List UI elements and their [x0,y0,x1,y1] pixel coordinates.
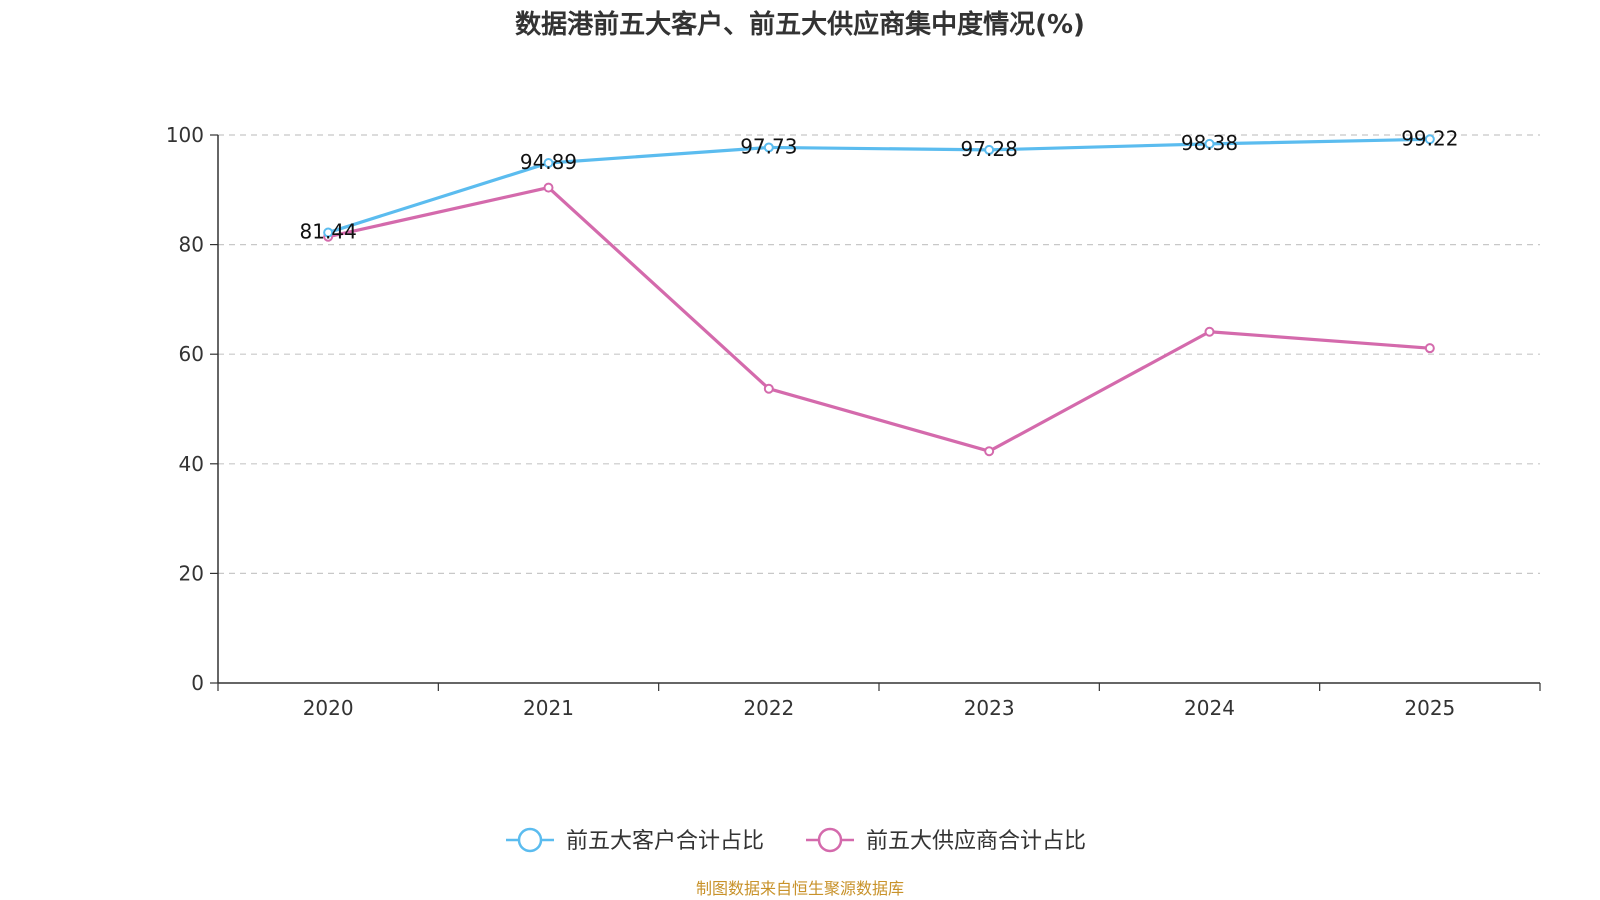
y-tick-label: 60 [179,342,204,366]
data-point-s0-2024 [1204,138,1215,149]
x-tick-label-2022: 2022 [743,696,794,720]
data-label-s0-2025: 99.22 [1401,126,1458,150]
data-label-s0-2024: 98.38 [1181,131,1238,155]
data-point-s1-2022 [763,383,774,394]
grid-lines [218,134,1540,575]
axes: 0 20 40 60 80 100 2020 2021 2022 2023 2024 2025 [166,123,1541,720]
data-point-s1-2025 [1424,343,1435,354]
legend-marker-0 [517,827,543,853]
series-line-0 [327,137,1430,235]
data-point-s0-2020 [323,227,334,238]
data-point-s0-2025 [1424,134,1435,145]
data-point-s0-2023 [984,144,995,155]
data-point-s1-2021 [543,182,554,193]
y-tick-label: 40 [179,452,204,476]
x-tick-label-2021: 2021 [523,696,574,720]
y-tick-label: 0 [191,671,204,695]
data-label-s0-2021: 94.89 [520,150,577,174]
y-tick-label: 20 [179,561,204,585]
legend: 前五大客户合计占比 前五大供应商合计占比 [506,827,1086,854]
data-label-s0-2020: 81.44 [300,220,357,244]
data-point-s0-2021 [543,158,554,169]
x-tick-label-2025: 2025 [1404,696,1455,720]
x-tick-label-2024: 2024 [1184,696,1235,720]
source-note: 制图数据来自恒生聚源数据库 [696,879,904,898]
legend-label-1: 前五大供应商合计占比 [866,829,1086,854]
x-tick-label-2020: 2020 [303,696,354,720]
y-tick-label: 100 [166,123,204,147]
series-line-1 [327,186,1430,453]
data-point-s1-2024 [1204,326,1215,337]
series-lines [323,134,1435,457]
data-labels: 81.44 94.89 97.73 97.28 98.38 99.22 [300,126,1459,243]
data-label-s0-2023: 97.28 [961,137,1018,161]
y-tick-label: 80 [179,233,204,257]
data-label-s0-2022: 97.73 [740,134,797,158]
data-point-s0-2022 [763,142,774,153]
x-tick-label-2023: 2023 [964,696,1015,720]
data-point-s1-2023 [984,446,995,457]
chart-title: 数据港前五大客户、前五大供应商集中度情况(%) [515,9,1085,40]
legend-marker-1 [817,827,843,853]
legend-label-0: 前五大客户合计占比 [566,829,764,854]
